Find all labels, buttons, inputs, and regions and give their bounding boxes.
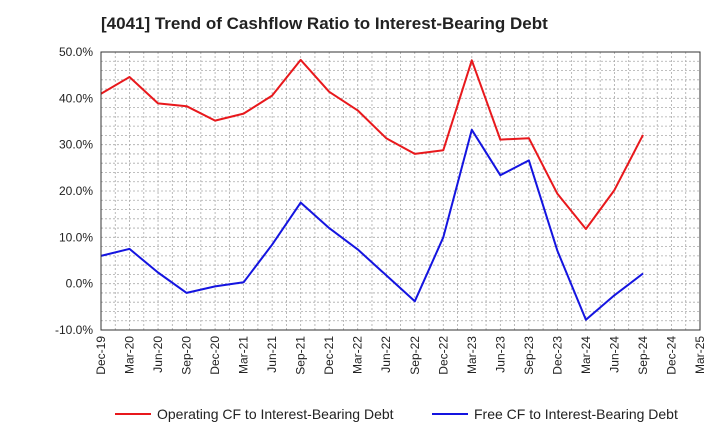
x-tick-label: Mar-25	[693, 336, 707, 374]
legend: Operating CF to Interest-Bearing Debt Fre…	[115, 406, 678, 422]
x-tick-label: Jun-20	[151, 336, 165, 373]
y-tick-label: 40.0%	[59, 91, 93, 105]
x-tick-label: Mar-22	[351, 336, 365, 374]
x-axis-ticks: Dec-19 Mar-20 Jun-20 Sep-20 Dec-20 Mar-21 Jun-…	[94, 336, 707, 375]
x-tick-label: Jun-22	[379, 336, 393, 373]
series-lines	[100, 58, 644, 321]
x-tick-label: Jun-23	[493, 336, 507, 373]
x-tick-label: Mar-24	[579, 336, 593, 374]
x-tick-label: Mar-21	[237, 336, 251, 374]
x-tick-label: Sep-24	[636, 336, 650, 375]
x-tick-label: Dec-21	[322, 336, 336, 375]
x-tick-label: Dec-19	[94, 336, 108, 375]
legend-label: Operating CF to Interest-Bearing Debt	[157, 406, 394, 422]
x-tick-label: Sep-23	[522, 336, 536, 375]
operating-cf-line	[100, 58, 644, 230]
x-tick-label: Mar-23	[465, 336, 479, 374]
free-cf-line	[100, 128, 644, 321]
chart-title: [4041] Trend of Cashflow Ratio to Intere…	[101, 14, 548, 33]
x-tick-label: Sep-21	[294, 336, 308, 375]
y-axis-ticks: -10.0% 0.0% 10.0% 20.0% 30.0% 40.0% 50.0%	[55, 45, 93, 337]
x-tick-label: Sep-22	[408, 336, 422, 375]
x-tick-label: Sep-20	[180, 336, 194, 375]
x-tick-label: Mar-20	[123, 336, 137, 374]
x-tick-label: Dec-23	[550, 336, 564, 375]
y-tick-label: 50.0%	[59, 45, 93, 59]
x-tick-label: Dec-24	[664, 336, 678, 375]
y-tick-label: 20.0%	[59, 184, 93, 198]
y-tick-label: 10.0%	[59, 230, 93, 244]
y-tick-label: 0.0%	[66, 277, 94, 291]
plot-frame	[100, 51, 701, 331]
x-tick-label: Jun-21	[265, 336, 279, 373]
legend-label: Free CF to Interest-Bearing Debt	[474, 406, 678, 422]
y-tick-label: 30.0%	[59, 138, 93, 152]
x-tick-label: Jun-24	[607, 336, 621, 373]
y-tick-label: -10.0%	[55, 323, 93, 337]
x-tick-label: Dec-20	[208, 336, 222, 375]
x-tick-label: Dec-22	[436, 336, 450, 375]
